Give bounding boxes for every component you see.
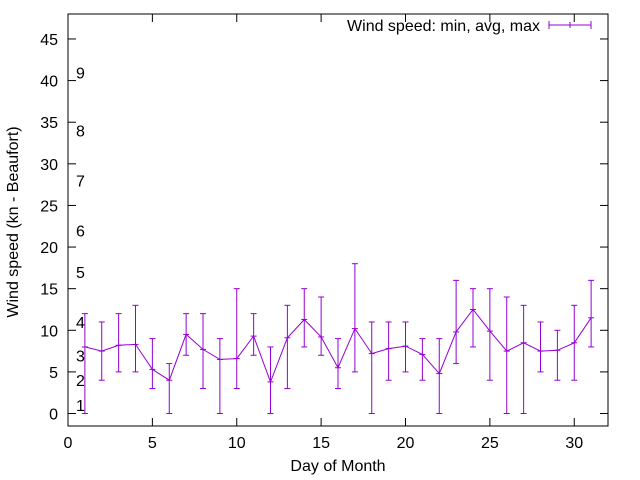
y-tick-label: 25 bbox=[40, 198, 58, 215]
y-tick-label: 20 bbox=[40, 240, 58, 257]
plot-border bbox=[67, 13, 609, 427]
beaufort-label: 4 bbox=[76, 315, 85, 332]
error-bar bbox=[115, 313, 122, 373]
error-bar bbox=[520, 304, 527, 415]
error-bar bbox=[486, 288, 493, 381]
x-tick-label: 15 bbox=[312, 435, 330, 452]
error-bar bbox=[537, 321, 544, 373]
error-bar bbox=[132, 304, 139, 373]
beaufort-label: 6 bbox=[76, 223, 85, 240]
error-bar bbox=[267, 346, 274, 415]
legend: Wind speed: min, avg, max bbox=[347, 18, 592, 35]
error-bar bbox=[81, 313, 88, 415]
beaufort-label: 5 bbox=[76, 265, 85, 282]
error-bar bbox=[588, 279, 595, 348]
beaufort-annotations: 1 2 3 4 5 6 7 8 9 bbox=[76, 65, 85, 415]
error-bar bbox=[200, 313, 206, 390]
error-bar bbox=[351, 263, 358, 373]
error-bar bbox=[166, 363, 173, 415]
error-bar bbox=[554, 329, 561, 381]
legend-label: Wind speed: min, avg, max bbox=[347, 18, 540, 35]
x-tick-label: 5 bbox=[148, 435, 157, 452]
y-tick-label: 15 bbox=[40, 282, 58, 299]
error-bar bbox=[233, 288, 240, 390]
error-bar bbox=[149, 338, 156, 390]
error-bar bbox=[436, 338, 443, 415]
x-axis-label: Day of Month bbox=[290, 458, 385, 475]
x-tick-label: 0 bbox=[64, 435, 73, 452]
error-bar bbox=[318, 296, 325, 356]
error-bar bbox=[419, 338, 426, 381]
legend-sample bbox=[548, 21, 592, 29]
y-tick-label: 30 bbox=[40, 157, 58, 174]
x-tick-label: 10 bbox=[228, 435, 246, 452]
error-bar bbox=[503, 296, 510, 415]
beaufort-label: 1 bbox=[76, 398, 85, 415]
error-bar bbox=[402, 321, 409, 373]
beaufort-label: 7 bbox=[76, 173, 85, 190]
error-bar bbox=[453, 279, 460, 365]
x-tick-label: 30 bbox=[565, 435, 583, 452]
y-tick-label: 0 bbox=[49, 407, 58, 424]
error-bar bbox=[385, 321, 392, 381]
error-bar bbox=[216, 338, 223, 415]
beaufort-label: 2 bbox=[76, 373, 85, 390]
y-tick-label: 45 bbox=[40, 32, 58, 49]
y-tick-label: 5 bbox=[49, 365, 58, 382]
beaufort-label: 9 bbox=[76, 65, 85, 82]
x-tick-label: 20 bbox=[397, 435, 415, 452]
y-axis-label: Wind speed (kn - Beaufort) bbox=[5, 126, 22, 317]
x-tick-label: 25 bbox=[481, 435, 499, 452]
y-tick-label: 40 bbox=[40, 74, 58, 91]
y-tick-label: 35 bbox=[40, 115, 58, 132]
error-bar bbox=[98, 321, 105, 381]
beaufort-label: 8 bbox=[76, 124, 85, 141]
beaufort-label: 3 bbox=[76, 348, 85, 365]
error-bar bbox=[571, 304, 578, 381]
y-tick-label: 10 bbox=[40, 323, 58, 340]
error-bar bbox=[284, 304, 291, 390]
error-bar bbox=[335, 338, 341, 390]
error-bar bbox=[301, 288, 308, 348]
error-bar bbox=[368, 321, 375, 415]
error-bar bbox=[250, 313, 257, 356]
error-bar bbox=[183, 313, 190, 356]
series-wind-speed bbox=[81, 263, 595, 415]
error-bar bbox=[470, 288, 476, 348]
